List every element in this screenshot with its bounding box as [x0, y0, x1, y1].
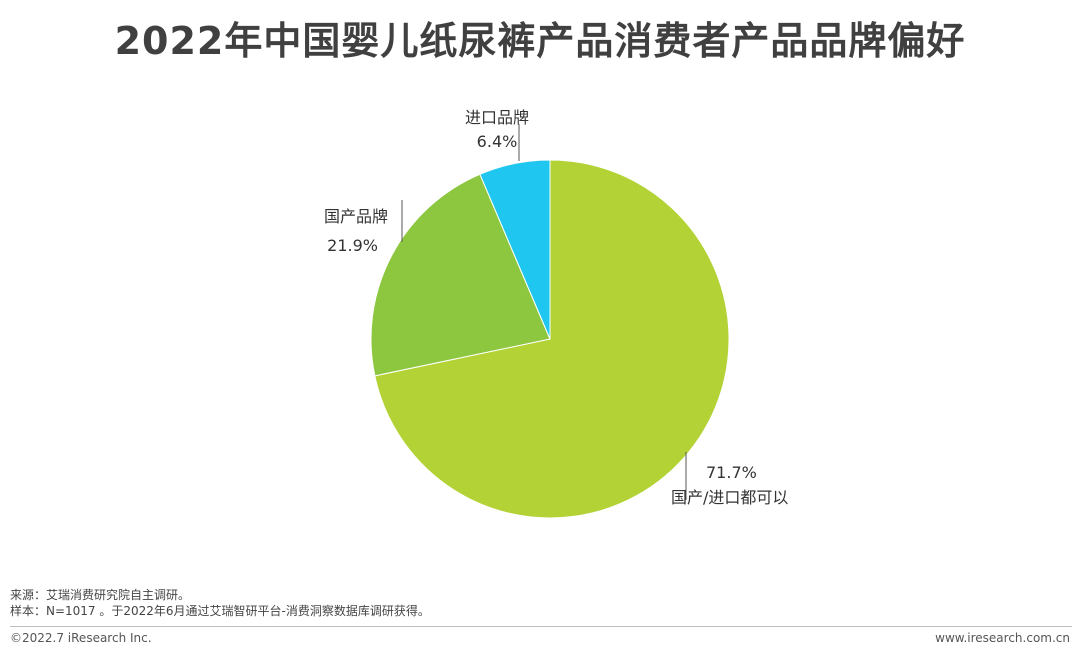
slice-value-label-2: 6.4%	[477, 132, 518, 151]
website-link[interactable]: www.iresearch.com.cn	[935, 631, 1070, 645]
footer-divider	[10, 626, 1072, 627]
slice-label-1: 国产品牌	[324, 207, 388, 226]
footer-notes: 来源：艾瑞消费研究院自主调研。 样本：N=1017 。于2022年6月通过艾瑞智…	[10, 587, 430, 619]
slice-value-label-0: 71.7%	[706, 463, 757, 482]
pie-slice-0	[374, 159, 730, 519]
slice-label-2: 进口品牌	[465, 108, 529, 127]
sample-note: 样本：N=1017 。于2022年6月通过艾瑞智研平台-消费洞察数据库调研获得。	[10, 604, 430, 618]
chart-title: 2022年中国婴儿纸尿裤产品消费者产品品牌偏好	[114, 19, 966, 63]
slice-label-0: 国产/进口都可以	[671, 488, 788, 507]
copyright-text: ©2022.7 iResearch Inc.	[10, 631, 152, 645]
slice-value-label-1: 21.9%	[327, 236, 378, 255]
pie-slice-2	[479, 159, 551, 340]
source-note: 来源：艾瑞消费研究院自主调研。	[10, 588, 191, 602]
pie-slice-1	[370, 173, 551, 377]
